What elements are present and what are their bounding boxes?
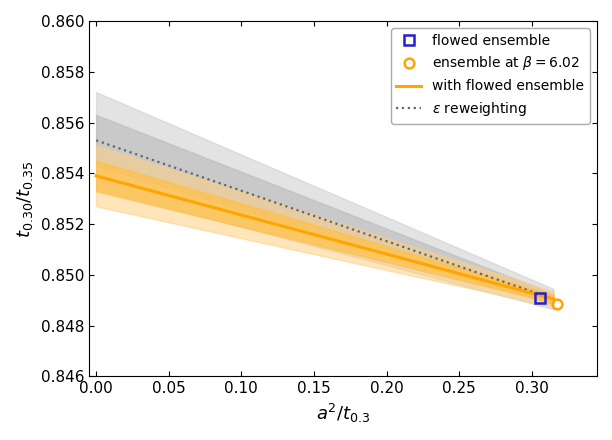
Legend: flowed ensemble, ensemble at $\beta = 6.02$, with flowed ensemble, $\epsilon$ re: flowed ensemble, ensemble at $\beta = 6.… (391, 28, 590, 124)
Y-axis label: $t_{0.30}/t_{0.35}$: $t_{0.30}/t_{0.35}$ (15, 160, 35, 238)
X-axis label: $a^2/t_{0.3}$: $a^2/t_{0.3}$ (316, 402, 370, 425)
